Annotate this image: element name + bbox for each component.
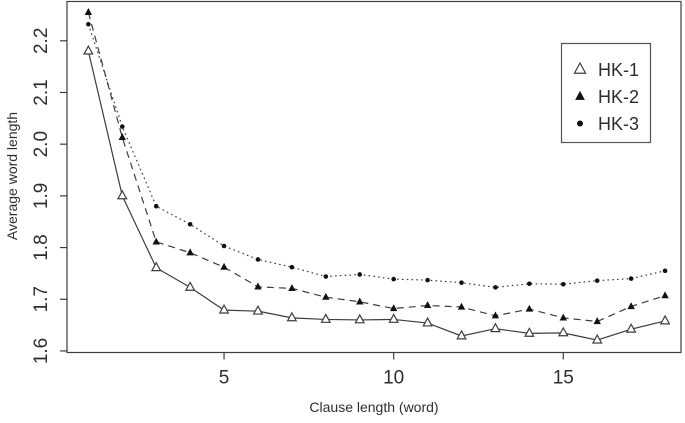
filled-triangle-marker xyxy=(322,292,330,300)
y-tick-label: 1.7 xyxy=(31,286,52,312)
y-tick-label: 1.9 xyxy=(31,183,52,209)
open-triangle-marker xyxy=(557,326,569,337)
filled-triangle-marker xyxy=(423,301,432,309)
open-triangle-marker xyxy=(218,303,230,314)
filled-circle-marker xyxy=(86,21,91,27)
y-tick-label: 1.8 xyxy=(31,234,52,260)
filled-triangle-marker xyxy=(84,8,93,15)
series-hk-2 xyxy=(84,8,669,325)
filled-circle-marker xyxy=(459,280,464,286)
x-axis-title: Clause length (word) xyxy=(309,399,438,415)
series-hk-1 xyxy=(83,44,671,344)
filled-triangle-marker xyxy=(220,262,228,270)
series-hk-3 xyxy=(86,21,668,290)
filled-circle-marker xyxy=(560,281,566,287)
y-axis-title: Average word length xyxy=(4,112,20,240)
open-triangle-marker xyxy=(83,44,94,55)
filled-circle-marker xyxy=(594,278,600,283)
filled-circle-icon xyxy=(577,120,583,127)
open-triangle-marker xyxy=(524,327,535,337)
open-triangle-marker xyxy=(591,333,603,344)
series-line-hk-2 xyxy=(87,12,666,323)
filled-circle-marker xyxy=(357,272,363,277)
open-triangle-icon xyxy=(573,61,587,74)
filled-circle-marker xyxy=(119,124,125,129)
filled-triangle-marker xyxy=(457,302,466,310)
filled-triangle-marker xyxy=(525,304,534,312)
filled-triangle-marker xyxy=(186,248,194,256)
open-triangle-marker xyxy=(252,304,264,315)
open-triangle-marker xyxy=(456,329,467,340)
filled-triangle-marker xyxy=(288,284,296,291)
legend-box xyxy=(560,42,652,144)
filled-circle-marker xyxy=(662,268,668,274)
filled-triangle-marker xyxy=(627,302,635,310)
open-triangle-marker xyxy=(354,313,366,324)
filled-triangle-marker xyxy=(593,317,601,325)
y-tick-label: 2.2 xyxy=(31,28,52,54)
legend-label: HK-1 xyxy=(598,60,639,80)
filled-triangle-marker xyxy=(152,237,160,245)
filled-circle-marker xyxy=(628,276,634,281)
filled-triangle-icon xyxy=(575,90,585,100)
open-triangle-marker xyxy=(116,189,128,200)
x-axis: 5 10 15 xyxy=(219,352,574,389)
open-triangle-marker xyxy=(573,61,587,74)
filled-circle-marker xyxy=(289,264,295,270)
filled-triangle-marker xyxy=(491,311,500,319)
open-triangle-marker xyxy=(286,311,298,322)
series-line-hk-1 xyxy=(87,50,666,341)
filled-circle-marker xyxy=(221,243,227,249)
legend: HK-1 HK-2 HK-3 xyxy=(560,42,652,144)
filled-circle-marker xyxy=(153,203,159,209)
filled-triangle-marker xyxy=(356,297,364,305)
filled-triangle-marker xyxy=(661,291,669,299)
open-triangle-marker xyxy=(184,281,196,291)
filled-circle-marker xyxy=(255,257,261,262)
filled-triangle-marker xyxy=(559,313,567,321)
filled-triangle-marker xyxy=(389,304,398,312)
filled-triangle-marker xyxy=(254,282,262,290)
y-tick-label: 2.0 xyxy=(31,131,52,157)
filled-circle-marker xyxy=(425,277,430,283)
filled-circle-marker xyxy=(391,276,396,282)
legend-item: HK-2 xyxy=(575,87,639,107)
open-triangle-marker xyxy=(490,322,501,333)
filled-circle-marker xyxy=(493,285,498,290)
open-triangle-marker xyxy=(150,261,162,272)
open-triangle-marker xyxy=(320,313,332,323)
filled-circle-marker xyxy=(323,274,329,279)
filled-circle-marker xyxy=(577,120,583,127)
legend-label: HK-2 xyxy=(598,87,639,107)
series-line-hk-3 xyxy=(87,24,666,288)
x-tick-label: 5 xyxy=(219,368,230,389)
open-triangle-marker xyxy=(659,314,671,325)
open-triangle-marker xyxy=(388,313,399,323)
y-tick-label: 1.6 xyxy=(31,338,52,364)
legend-item: HK-1 xyxy=(573,60,639,80)
legend-item: HK-3 xyxy=(577,114,639,134)
x-tick-label: 15 xyxy=(553,368,574,389)
y-axis: 1.6 1.7 1.8 1.9 2.0 2.1 2.2 xyxy=(31,28,67,364)
open-triangle-marker xyxy=(625,322,637,333)
series-layer xyxy=(83,8,671,344)
plot-border xyxy=(66,0,682,354)
filled-circle-marker xyxy=(187,221,193,227)
x-tick-label: 10 xyxy=(383,368,404,389)
y-tick-label: 2.1 xyxy=(31,79,52,105)
filled-circle-marker xyxy=(527,281,532,287)
filled-triangle-marker xyxy=(118,133,126,141)
filled-triangle-marker xyxy=(575,90,585,100)
legend-label: HK-3 xyxy=(598,114,639,134)
open-triangle-marker xyxy=(422,316,433,327)
